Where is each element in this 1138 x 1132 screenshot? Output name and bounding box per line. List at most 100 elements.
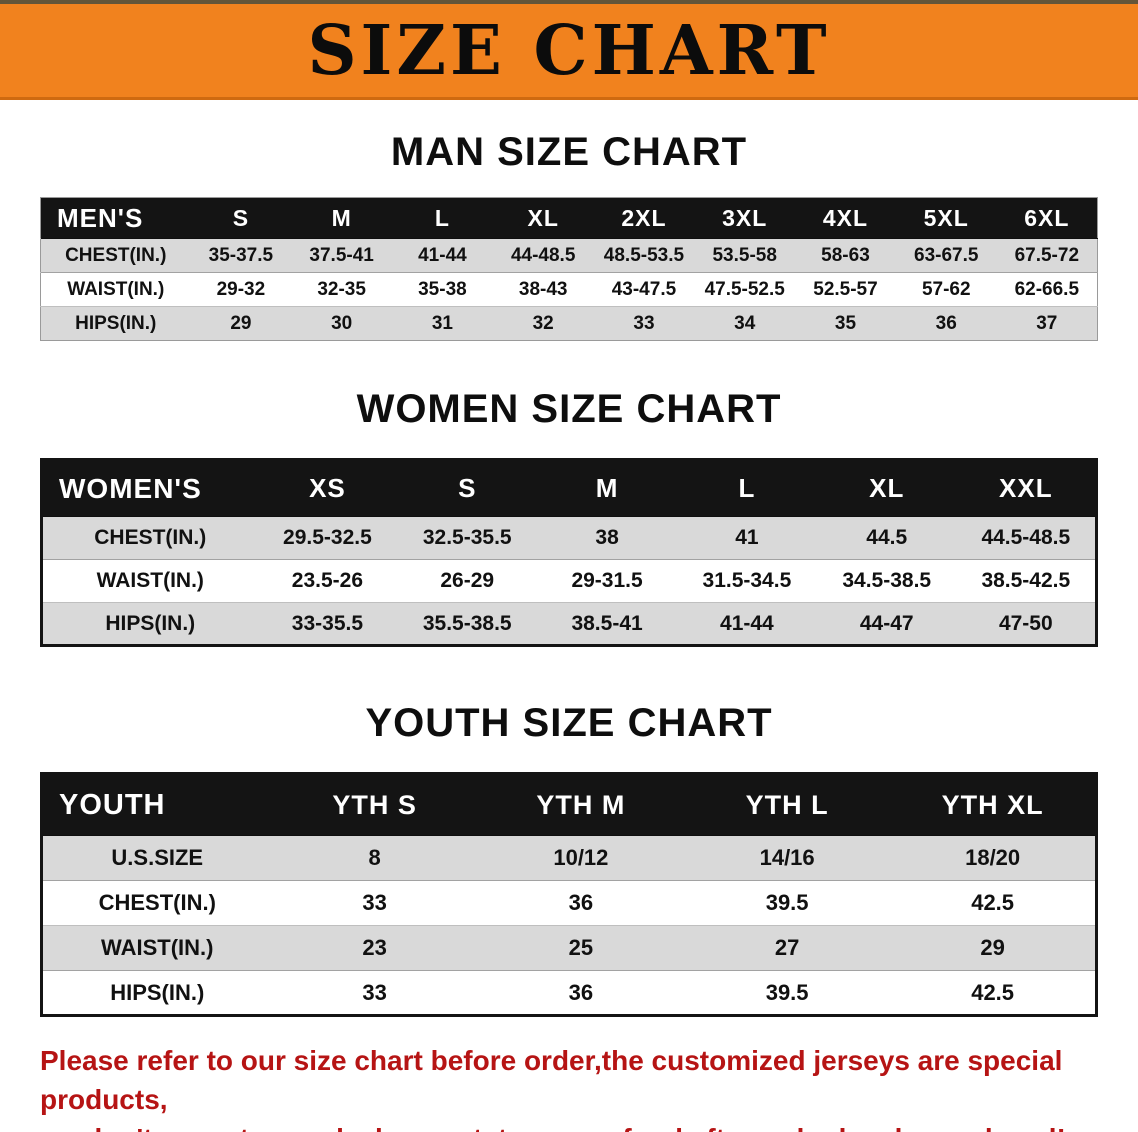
youth-row: WAIST(IN.) 23 25 27 29: [41, 925, 1097, 971]
women-row: CHEST(IN.) 29.5-32.5 32.5-35.5 38 41 44.5 44.5…: [41, 516, 1097, 560]
men-value-cell: 37: [996, 306, 1098, 341]
women-value-cell: 38.5-41: [537, 602, 677, 646]
men-value-cell: 58-63: [795, 238, 896, 273]
women-value-cell: 47-50: [956, 602, 1097, 646]
women-header-cell: L: [676, 459, 817, 517]
women-header-cell: M: [537, 459, 677, 517]
men-value-cell: 29-32: [190, 272, 292, 307]
youth-value-cell: 29: [890, 925, 1097, 971]
men-value-cell: 41-44: [392, 238, 493, 273]
youth-value-cell: 10/12: [477, 835, 684, 881]
women-header-cell: XL: [816, 459, 957, 517]
men-value-cell: 35-38: [392, 272, 493, 307]
men-value-cell: 43-47.5: [593, 272, 695, 307]
women-value-cell: 44.5-48.5: [956, 516, 1097, 560]
men-header-cell: L: [392, 197, 493, 239]
women-value-cell: 29.5-32.5: [257, 516, 398, 560]
youth-header-row: YOUTH YTH S YTH M YTH L YTH XL: [41, 773, 1097, 836]
youth-value-cell: 36: [477, 970, 684, 1016]
men-header-row: MEN'S S M L XL 2XL 3XL 4XL 5XL 6XL: [40, 197, 1098, 239]
notice-line-1: Please refer to our size chart before or…: [40, 1045, 1063, 1115]
men-value-cell: 31: [392, 306, 493, 341]
men-value-cell: 35: [795, 306, 896, 341]
youth-row: HIPS(IN.) 33 36 39.5 42.5: [41, 970, 1097, 1016]
women-size-table: WOMEN'S XS S M L XL XXL CHEST(IN.) 29.5-32.5 32.5…: [40, 458, 1098, 647]
youth-value-cell: 18/20: [890, 835, 1097, 881]
youth-row-label: WAIST(IN.): [41, 925, 272, 971]
women-value-cell: 35.5-38.5: [397, 602, 538, 646]
women-value-cell: 29-31.5: [537, 559, 677, 603]
youth-value-cell: 8: [271, 835, 478, 881]
women-row: WAIST(IN.) 23.5-26 26-29 29-31.5 31.5-34.5 34…: [41, 559, 1097, 603]
men-row: WAIST(IN.) 29-32 32-35 35-38 38-43 43-47.5 47.…: [40, 272, 1098, 307]
women-value-cell: 34.5-38.5: [816, 559, 957, 603]
men-value-cell: 48.5-53.5: [593, 238, 695, 273]
youth-row: CHEST(IN.) 33 36 39.5 42.5: [41, 880, 1097, 926]
women-value-cell: 31.5-34.5: [676, 559, 817, 603]
women-header-row: WOMEN'S XS S M L XL XXL: [41, 459, 1097, 517]
women-value-cell: 38.5-42.5: [956, 559, 1097, 603]
youth-value-cell: 39.5: [684, 880, 891, 926]
youth-value-cell: 27: [684, 925, 891, 971]
men-header-cell: 4XL: [795, 197, 896, 239]
men-row: HIPS(IN.) 29 30 31 32 33 34 35 36 37: [40, 306, 1098, 341]
youth-header-cell: YTH L: [684, 773, 891, 836]
men-header-cell: XL: [492, 197, 594, 239]
men-header-label: MEN'S: [40, 197, 191, 239]
men-value-cell: 36: [895, 306, 997, 341]
women-value-cell: 23.5-26: [257, 559, 398, 603]
women-section-heading: WOMEN SIZE CHART: [356, 387, 782, 431]
men-value-cell: 34: [694, 306, 796, 341]
men-header-cell: M: [291, 197, 393, 239]
youth-value-cell: 25: [477, 925, 684, 971]
youth-row-label: HIPS(IN.): [41, 970, 272, 1016]
men-row: CHEST(IN.) 35-37.5 37.5-41 41-44 44-48.5 48.5…: [40, 238, 1098, 273]
men-header-cell: 6XL: [996, 197, 1098, 239]
men-value-cell: 32-35: [291, 272, 393, 307]
men-header-cell: 2XL: [593, 197, 695, 239]
women-row-label: CHEST(IN.): [41, 516, 258, 560]
women-value-cell: 44.5: [816, 516, 957, 560]
women-value-cell: 38: [537, 516, 677, 560]
women-value-cell: 41: [676, 516, 817, 560]
youth-value-cell: 42.5: [890, 880, 1097, 926]
men-value-cell: 52.5-57: [795, 272, 896, 307]
youth-value-cell: 33: [271, 880, 478, 926]
women-value-cell: 33-35.5: [257, 602, 398, 646]
youth-value-cell: 23: [271, 925, 478, 971]
men-value-cell: 62-66.5: [996, 272, 1098, 307]
women-value-cell: 32.5-35.5: [397, 516, 538, 560]
men-header-cell: 3XL: [694, 197, 796, 239]
youth-value-cell: 42.5: [890, 970, 1097, 1016]
men-value-cell: 44-48.5: [492, 238, 594, 273]
men-header-cell: S: [190, 197, 292, 239]
women-row-label: HIPS(IN.): [41, 602, 258, 646]
men-value-cell: 33: [593, 306, 695, 341]
youth-value-cell: 33: [271, 970, 478, 1016]
youth-value-cell: 14/16: [684, 835, 891, 881]
men-row-label: CHEST(IN.): [40, 238, 191, 273]
youth-size-section: YOUTH SIZE CHART YOUTH YTH S YTH M YTH L YTH…: [0, 701, 1138, 1017]
men-value-cell: 37.5-41: [291, 238, 393, 273]
order-notice: Please refer to our size chart before or…: [0, 1041, 1138, 1132]
youth-section-heading: YOUTH SIZE CHART: [365, 701, 773, 745]
youth-row-label: U.S.SIZE: [41, 835, 272, 881]
men-value-cell: 30: [291, 306, 393, 341]
notice-line-2: we don't accept cancel, change, teturn o…: [40, 1119, 1098, 1132]
women-value-cell: 41-44: [676, 602, 817, 646]
men-row-label: WAIST(IN.): [40, 272, 191, 307]
men-row-label: HIPS(IN.): [40, 306, 191, 341]
men-value-cell: 57-62: [895, 272, 997, 307]
men-value-cell: 35-37.5: [190, 238, 292, 273]
youth-row: U.S.SIZE 8 10/12 14/16 18/20: [41, 835, 1097, 881]
youth-value-cell: 36: [477, 880, 684, 926]
page-title: SIZE CHART: [307, 10, 831, 91]
youth-value-cell: 39.5: [684, 970, 891, 1016]
men-size-table: MEN'S S M L XL 2XL 3XL 4XL 5XL 6XL CHEST(IN.) 35-37…: [40, 197, 1098, 341]
women-row: HIPS(IN.) 33-35.5 35.5-38.5 38.5-41 41-44 44-…: [41, 602, 1097, 646]
women-header-cell: XXL: [956, 459, 1097, 517]
youth-header-cell: YTH S: [271, 773, 478, 836]
youth-row-label: CHEST(IN.): [41, 880, 272, 926]
women-value-cell: 44-47: [816, 602, 957, 646]
youth-header-cell: YTH XL: [890, 773, 1097, 836]
